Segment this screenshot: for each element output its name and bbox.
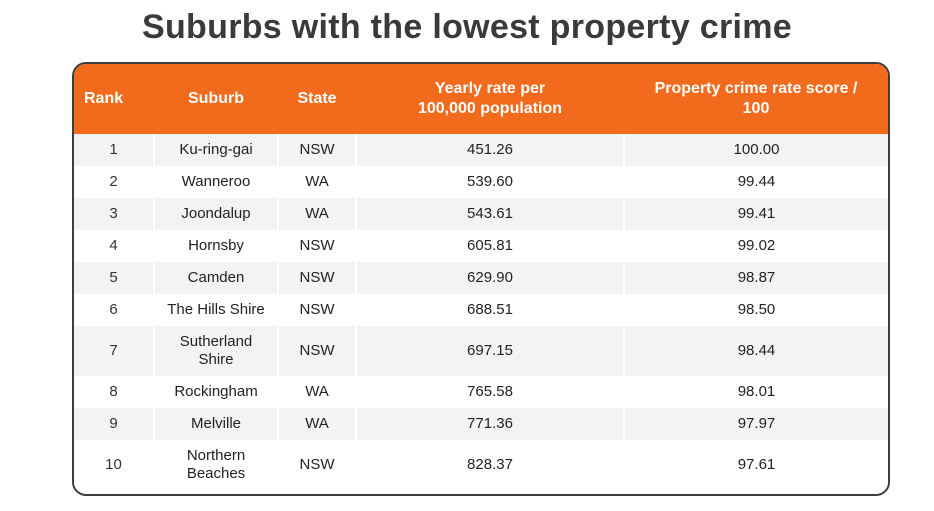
- cell-score: 99.44: [624, 166, 888, 198]
- cell-score: 98.44: [624, 326, 888, 376]
- table-row: 1 Ku-ring-gai NSW 451.26 100.00: [74, 134, 888, 166]
- cell-score: 97.97: [624, 408, 888, 440]
- table-row: 10 Northern Beaches NSW 828.37 97.61: [74, 440, 888, 490]
- page-title: Suburbs with the lowest property crime: [142, 8, 792, 46]
- table-row: 6 The Hills Shire NSW 688.51 98.50: [74, 294, 888, 326]
- table-row: 7 Sutherland Shire NSW 697.15 98.44: [74, 326, 888, 376]
- cell-score: 97.61: [624, 440, 888, 490]
- cell-rank: 5: [74, 262, 155, 294]
- crime-table: Rank Suburb State Yearly rate per 100,00…: [74, 64, 888, 490]
- cell-score: 98.87: [624, 262, 888, 294]
- cell-suburb-line1: Sutherland: [179, 333, 253, 350]
- cell-rank: 4: [74, 230, 155, 262]
- cell-score: 100.00: [624, 134, 888, 166]
- cell-rank: 2: [74, 166, 155, 198]
- cell-rank: 7: [74, 326, 155, 376]
- cell-state: WA: [278, 198, 357, 230]
- cell-suburb: Wanneroo: [154, 166, 279, 198]
- cell-rate: 543.61: [356, 198, 625, 230]
- cell-state: NSW: [278, 294, 357, 326]
- crime-table-card: Rank Suburb State Yearly rate per 100,00…: [72, 62, 890, 496]
- cell-rank: 3: [74, 198, 155, 230]
- header-state: State: [297, 90, 337, 107]
- cell-state: NSW: [278, 326, 357, 376]
- table-row: 5 Camden NSW 629.90 98.87: [74, 262, 888, 294]
- cell-rank: 10: [74, 440, 155, 490]
- header-rank: Rank: [84, 90, 124, 107]
- cell-suburb: Sutherland Shire: [154, 326, 279, 376]
- cell-suburb: Joondalup: [154, 198, 279, 230]
- cell-suburb: Camden: [154, 262, 279, 294]
- cell-suburb-line2: Beaches: [186, 465, 246, 482]
- cell-suburb: Rockingham: [154, 376, 279, 408]
- cell-rate: 629.90: [356, 262, 625, 294]
- cell-score: 98.50: [624, 294, 888, 326]
- cell-rate: 828.37: [356, 440, 625, 490]
- cell-rate: 771.36: [356, 408, 625, 440]
- cell-score: 98.01: [624, 376, 888, 408]
- cell-suburb: Northern Beaches: [154, 440, 279, 490]
- header-yearly-rate: Yearly rate per 100,000 population: [356, 64, 624, 134]
- header-yearly-rate-line1: Yearly rate per: [434, 80, 546, 97]
- cell-rank: 6: [74, 294, 155, 326]
- header-score: Property crime rate score / 100: [624, 64, 888, 134]
- cell-state: NSW: [278, 134, 357, 166]
- table-row: 9 Melville WA 771.36 97.97: [74, 408, 888, 440]
- cell-rank: 1: [74, 134, 155, 166]
- cell-rank: 9: [74, 408, 155, 440]
- cell-state: NSW: [278, 440, 357, 490]
- cell-suburb: Hornsby: [154, 230, 279, 262]
- cell-suburb-line1: Northern: [186, 447, 246, 464]
- cell-rate: 688.51: [356, 294, 625, 326]
- cell-suburb: Ku-ring-gai: [154, 134, 279, 166]
- cell-state: WA: [278, 408, 357, 440]
- cell-rate: 765.58: [356, 376, 625, 408]
- header-score-line2: 100: [742, 100, 770, 117]
- cell-state: WA: [278, 376, 357, 408]
- cell-rank: 8: [74, 376, 155, 408]
- cell-rate: 539.60: [356, 166, 625, 198]
- header-yearly-rate-line2: 100,000 population: [417, 100, 563, 117]
- cell-score: 99.41: [624, 198, 888, 230]
- table-row: 3 Joondalup WA 543.61 99.41: [74, 198, 888, 230]
- cell-rate: 697.15: [356, 326, 625, 376]
- cell-state: NSW: [278, 262, 357, 294]
- header-suburb: Suburb: [188, 90, 244, 107]
- cell-score: 99.02: [624, 230, 888, 262]
- cell-rate: 451.26: [356, 134, 625, 166]
- cell-state: WA: [278, 166, 357, 198]
- cell-suburb: Melville: [154, 408, 279, 440]
- table-header-row: Rank Suburb State Yearly rate per 100,00…: [74, 64, 888, 134]
- cell-suburb-line2: Shire: [198, 351, 234, 368]
- cell-suburb: The Hills Shire: [154, 294, 279, 326]
- header-score-line1: Property crime rate score /: [654, 80, 858, 97]
- cell-state: NSW: [278, 230, 357, 262]
- table-row: 8 Rockingham WA 765.58 98.01: [74, 376, 888, 408]
- table-row: 4 Hornsby NSW 605.81 99.02: [74, 230, 888, 262]
- cell-rate: 605.81: [356, 230, 625, 262]
- table-body: 1 Ku-ring-gai NSW 451.26 100.00 2 Wanner…: [74, 134, 888, 490]
- table-row: 2 Wanneroo WA 539.60 99.44: [74, 166, 888, 198]
